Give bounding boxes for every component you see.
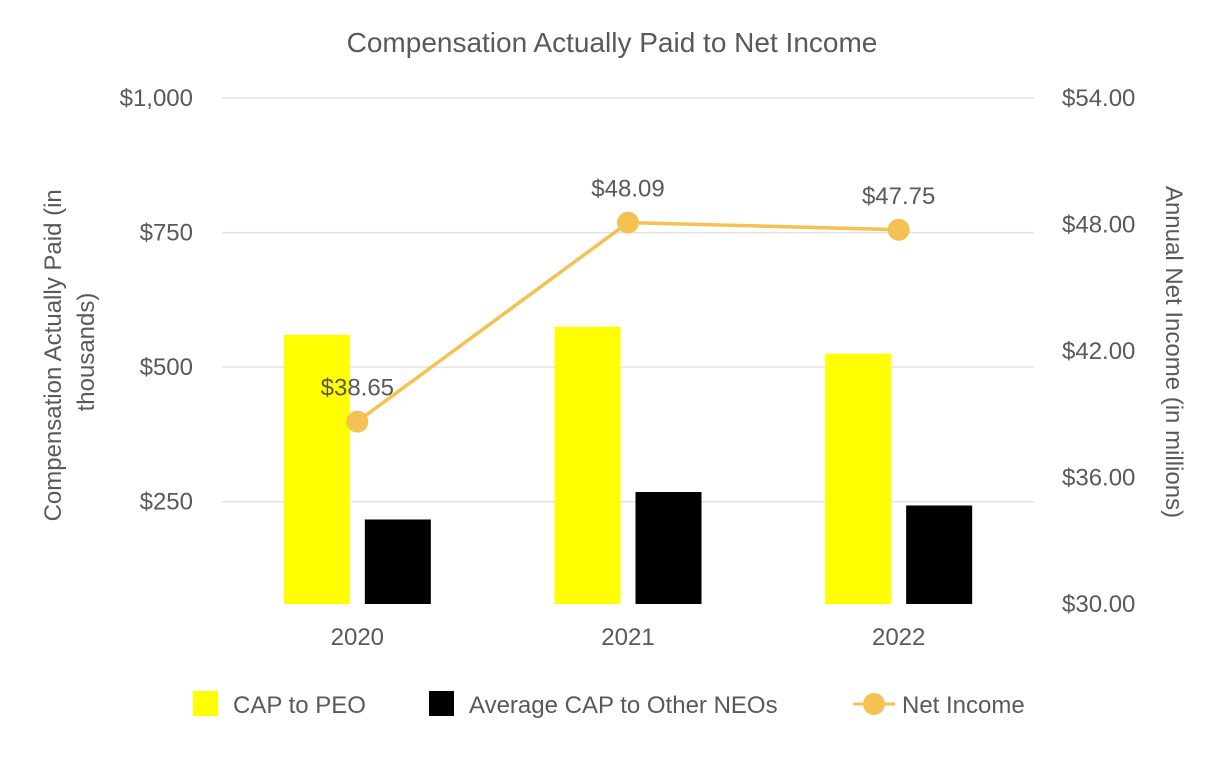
right-tick-label: $48.00 <box>1062 212 1135 239</box>
left-axis-ticks: $250 $500 $750 $1,000 <box>120 85 193 516</box>
chart-title: Compensation Actually Paid to Net Income <box>347 27 878 58</box>
legend-swatch-net-income-marker <box>863 693 885 715</box>
left-axis-title: Compensation Actually Paid (in thousands… <box>40 183 100 522</box>
bar-average-cap-other-neos <box>906 505 973 604</box>
bar-cap-to-peo <box>554 326 621 604</box>
legend-label-cap-to-peo: CAP to PEO <box>233 692 366 719</box>
net-income-line: $38.65 $48.09 $47.75 <box>321 176 935 433</box>
left-tick-label: $750 <box>140 220 193 247</box>
right-axis-title: Annual Net Income (in millions) <box>1160 186 1187 518</box>
right-tick-label: $30.00 <box>1062 591 1135 618</box>
net-income-point <box>346 410 369 433</box>
legend: CAP to PEO Average CAP to Other NEOs Net… <box>193 691 1025 719</box>
bar-average-cap-other-neos <box>635 492 702 604</box>
x-axis-ticks: 2020 2021 2022 <box>331 624 926 651</box>
left-tick-label: $1,000 <box>120 85 193 112</box>
net-income-data-label: $47.75 <box>862 183 935 210</box>
left-tick-label: $500 <box>140 354 193 381</box>
bars <box>283 326 973 604</box>
legend-label-average-cap: Average CAP to Other NEOs <box>469 692 778 719</box>
x-tick-label: 2022 <box>872 624 925 651</box>
net-income-data-label: $38.65 <box>321 375 394 402</box>
legend-swatch-cap-to-peo <box>193 691 218 716</box>
legend-label-net-income: Net Income <box>902 692 1025 719</box>
legend-swatch-average-cap <box>429 691 454 716</box>
bar-cap-to-peo <box>825 353 892 604</box>
right-tick-label: $54.00 <box>1062 85 1135 112</box>
x-tick-label: 2020 <box>331 624 384 651</box>
x-tick-label: 2021 <box>601 624 654 651</box>
net-income-point <box>617 211 639 234</box>
bar-average-cap-other-neos <box>364 519 431 604</box>
right-tick-label: $36.00 <box>1062 465 1135 492</box>
net-income-data-label: $48.09 <box>591 176 664 203</box>
right-tick-label: $42.00 <box>1062 338 1135 365</box>
net-income-point <box>887 218 910 241</box>
net-income-line-path <box>356 220 899 424</box>
right-axis-ticks: $30.00 $36.00 $42.00 $48.00 $54.00 <box>1062 85 1135 618</box>
bar-cap-to-peo <box>283 334 350 604</box>
left-tick-label: $250 <box>140 489 193 516</box>
